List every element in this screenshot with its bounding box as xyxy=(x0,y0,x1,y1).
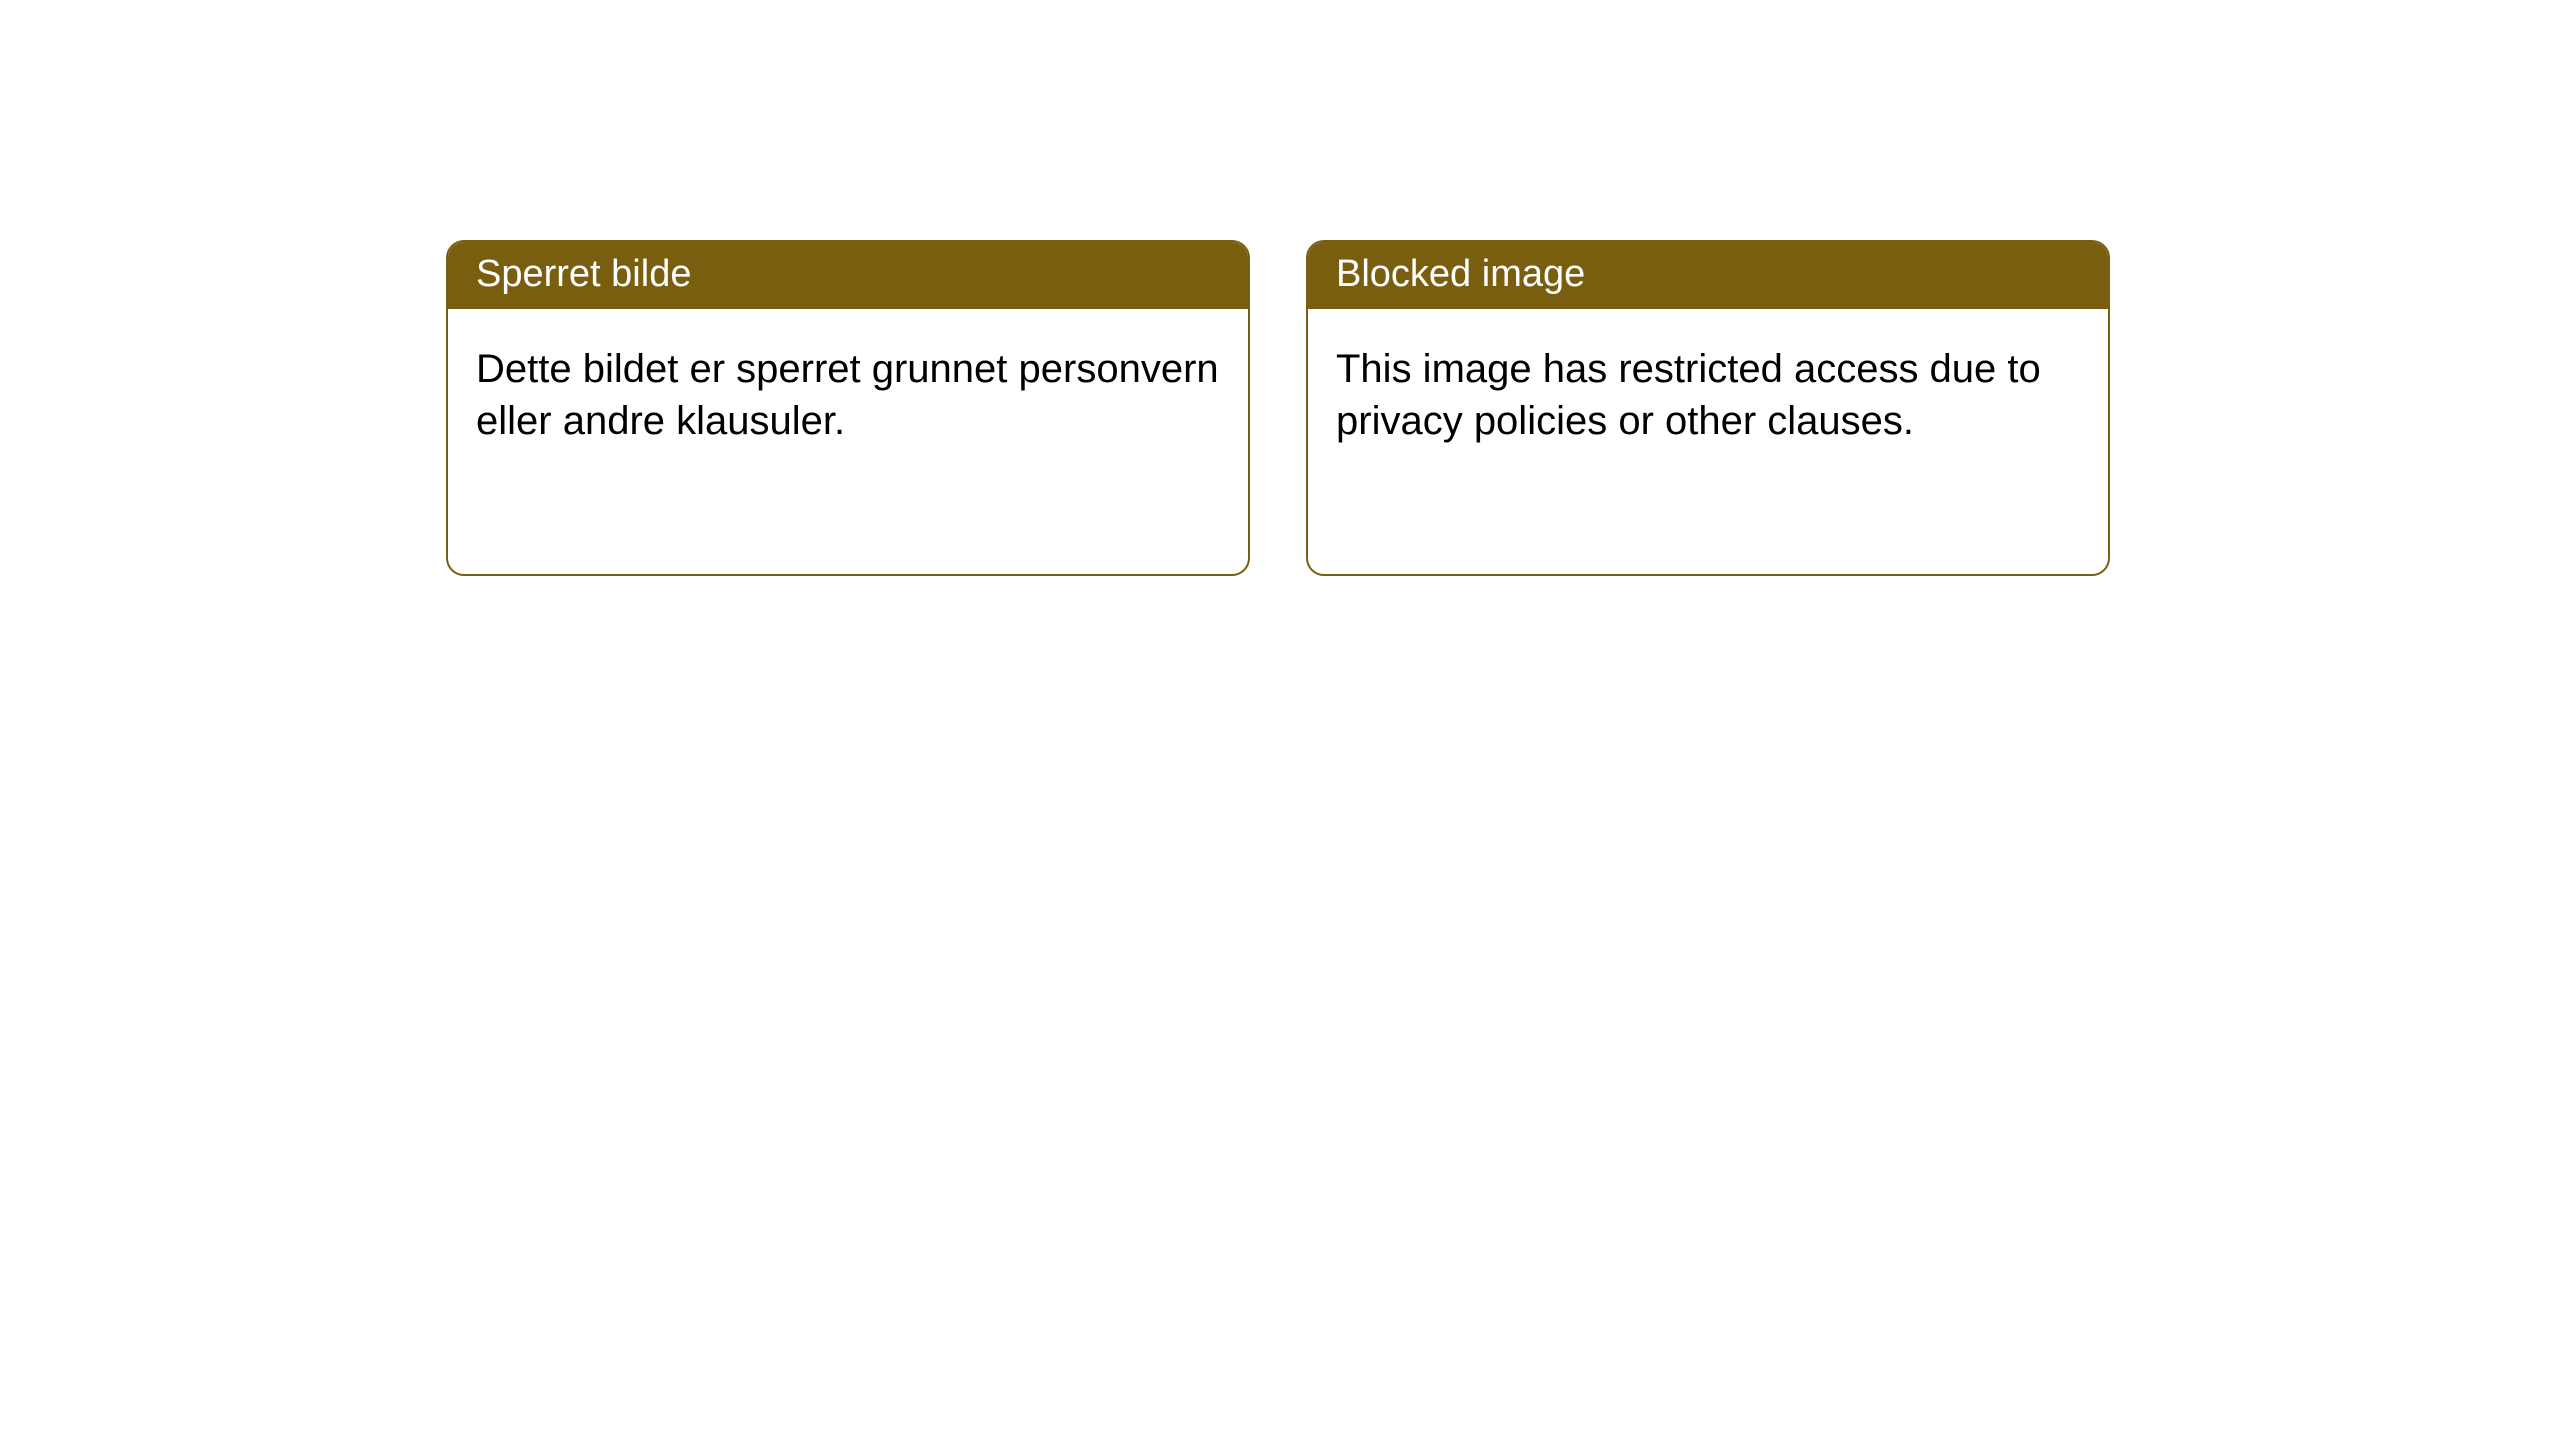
notice-body: This image has restricted access due to … xyxy=(1308,309,2108,481)
notice-card-english: Blocked image This image has restricted … xyxy=(1306,240,2110,576)
notice-card-norwegian: Sperret bilde Dette bildet er sperret gr… xyxy=(446,240,1250,576)
notice-title: Blocked image xyxy=(1308,242,2108,309)
notice-body: Dette bildet er sperret grunnet personve… xyxy=(448,309,1248,481)
notice-container: Sperret bilde Dette bildet er sperret gr… xyxy=(0,0,2560,576)
notice-title: Sperret bilde xyxy=(448,242,1248,309)
